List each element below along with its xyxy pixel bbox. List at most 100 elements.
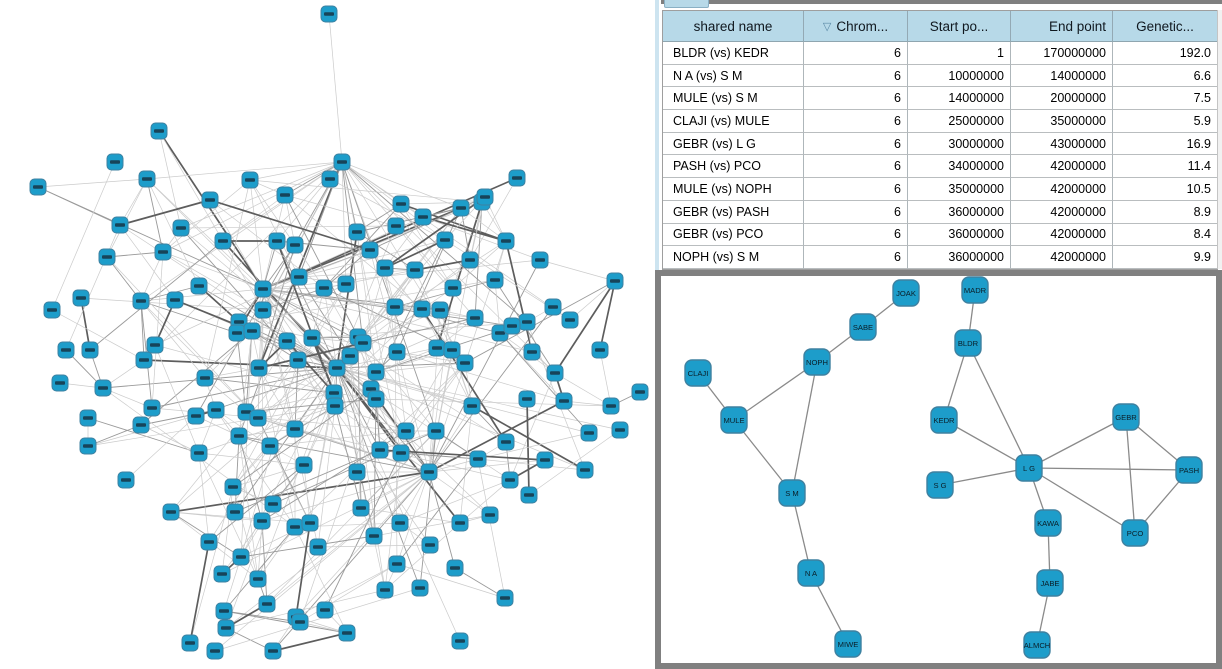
network-node[interactable] (427, 422, 445, 440)
network-node[interactable] (226, 503, 244, 521)
network-node[interactable] (286, 518, 304, 536)
cell-shared-name[interactable]: NOPH (vs) S M (663, 246, 804, 269)
cell-shared-name[interactable]: MULE (vs) S M (663, 87, 804, 111)
network-node[interactable] (106, 153, 124, 171)
network-node[interactable] (43, 301, 61, 319)
network-node[interactable] (486, 271, 504, 289)
network-node[interactable] (214, 232, 232, 250)
network-node[interactable] (367, 390, 385, 408)
network-node-gebr[interactable]: GEBR (1112, 403, 1140, 431)
network-node[interactable] (341, 347, 359, 365)
network-node[interactable] (320, 5, 338, 23)
network-node[interactable] (421, 536, 439, 554)
cell-value[interactable]: 6 (804, 178, 908, 201)
network-node[interactable] (354, 334, 372, 352)
network-node[interactable] (531, 251, 549, 269)
network-node[interactable] (268, 232, 286, 250)
cell-value[interactable]: 20000000 (1011, 87, 1113, 111)
cell-value[interactable]: 36000000 (908, 246, 1011, 269)
network-node[interactable] (371, 441, 389, 459)
column-header-chrom[interactable]: ▽ Chrom... (804, 11, 908, 42)
network-node[interactable] (518, 390, 536, 408)
network-node[interactable] (132, 292, 150, 310)
network-node[interactable] (348, 223, 366, 241)
network-node[interactable] (162, 503, 180, 521)
network-node[interactable] (286, 236, 304, 254)
node-shape[interactable] (961, 276, 989, 304)
network-node-pash[interactable]: PASH (1175, 456, 1203, 484)
network-node[interactable] (496, 589, 514, 607)
network-node[interactable] (228, 324, 246, 342)
network-node[interactable] (352, 499, 370, 517)
network-node[interactable] (132, 416, 150, 434)
network-node[interactable] (446, 559, 464, 577)
network-node[interactable] (326, 397, 344, 415)
panel-splitter[interactable] (655, 0, 659, 270)
cell-shared-name[interactable]: N A (vs) S M (663, 64, 804, 88)
network-node[interactable] (146, 336, 164, 354)
network-node[interactable] (207, 401, 225, 419)
network-node-noph[interactable]: NOPH (803, 348, 831, 376)
network-node[interactable] (196, 369, 214, 387)
network-node[interactable] (338, 624, 356, 642)
network-node[interactable] (98, 248, 116, 266)
network-node[interactable] (476, 188, 494, 206)
network-node[interactable] (190, 444, 208, 462)
network-node[interactable] (420, 463, 438, 481)
network-node[interactable] (243, 322, 261, 340)
cell-value[interactable]: 11.4 (1113, 155, 1217, 179)
table-row[interactable]: GEBR (vs) PASH 6 36000000 42000000 8.9 (663, 200, 1217, 224)
cell-value[interactable]: 5.9 (1113, 110, 1217, 133)
node-shape[interactable] (803, 348, 831, 376)
network-node-sg[interactable]: S G (926, 471, 954, 499)
network-node[interactable] (258, 595, 276, 613)
cell-value[interactable]: 14000000 (1011, 64, 1113, 88)
network-node[interactable] (291, 613, 309, 631)
network-node[interactable] (591, 341, 609, 359)
network-node[interactable] (466, 309, 484, 327)
network-node[interactable] (544, 298, 562, 316)
network-node[interactable] (217, 619, 235, 637)
network-node[interactable] (316, 601, 334, 619)
node-shape[interactable] (1023, 631, 1051, 659)
cell-shared-name[interactable]: GEBR (vs) PASH (663, 200, 804, 224)
network-edge-LG-PCO[interactable] (1028, 467, 1136, 534)
cell-value[interactable]: 43000000 (1011, 132, 1113, 156)
cell-value[interactable]: 35000000 (1011, 110, 1113, 133)
cell-value[interactable]: 6 (804, 87, 908, 111)
network-node[interactable] (206, 642, 224, 660)
network-node[interactable] (315, 279, 333, 297)
table-row[interactable]: MULE (vs) S M 6 14000000 20000000 7.5 (663, 87, 1217, 111)
network-node[interactable] (497, 433, 515, 451)
table-row[interactable]: GEBR (vs) L G 6 30000000 43000000 16.9 (663, 132, 1217, 156)
filter-icon[interactable]: ▽ (822, 20, 832, 33)
network-node[interactable] (561, 311, 579, 329)
cell-value[interactable]: 6 (804, 200, 908, 224)
cell-value[interactable]: 30000000 (908, 132, 1011, 156)
cell-value[interactable]: 6 (804, 223, 908, 247)
node-shape[interactable] (1015, 454, 1043, 482)
network-node[interactable] (111, 216, 129, 234)
network-edge-NOPH-SM[interactable] (791, 361, 818, 494)
network-node[interactable] (321, 170, 339, 188)
network-node-pco[interactable]: PCO (1121, 519, 1149, 547)
network-node[interactable] (181, 634, 199, 652)
network-node[interactable] (328, 359, 346, 377)
network-edge-BLDR-LG[interactable] (967, 342, 1030, 469)
network-node[interactable] (264, 495, 282, 513)
network-node[interactable] (444, 279, 462, 297)
network-node[interactable] (536, 451, 554, 469)
network-node[interactable] (606, 272, 624, 290)
network-node[interactable] (81, 341, 99, 359)
network-node[interactable] (190, 277, 208, 295)
network-node[interactable] (523, 343, 541, 361)
network-node[interactable] (261, 437, 279, 455)
network-node[interactable] (166, 291, 184, 309)
cell-value[interactable]: 16.9 (1113, 132, 1217, 156)
network-node[interactable] (388, 343, 406, 361)
network-node[interactable] (278, 332, 296, 350)
network-node[interactable] (503, 317, 521, 335)
node-shape[interactable] (797, 559, 825, 587)
network-node[interactable] (201, 191, 219, 209)
network-node-joak[interactable]: JOAK (892, 279, 920, 307)
